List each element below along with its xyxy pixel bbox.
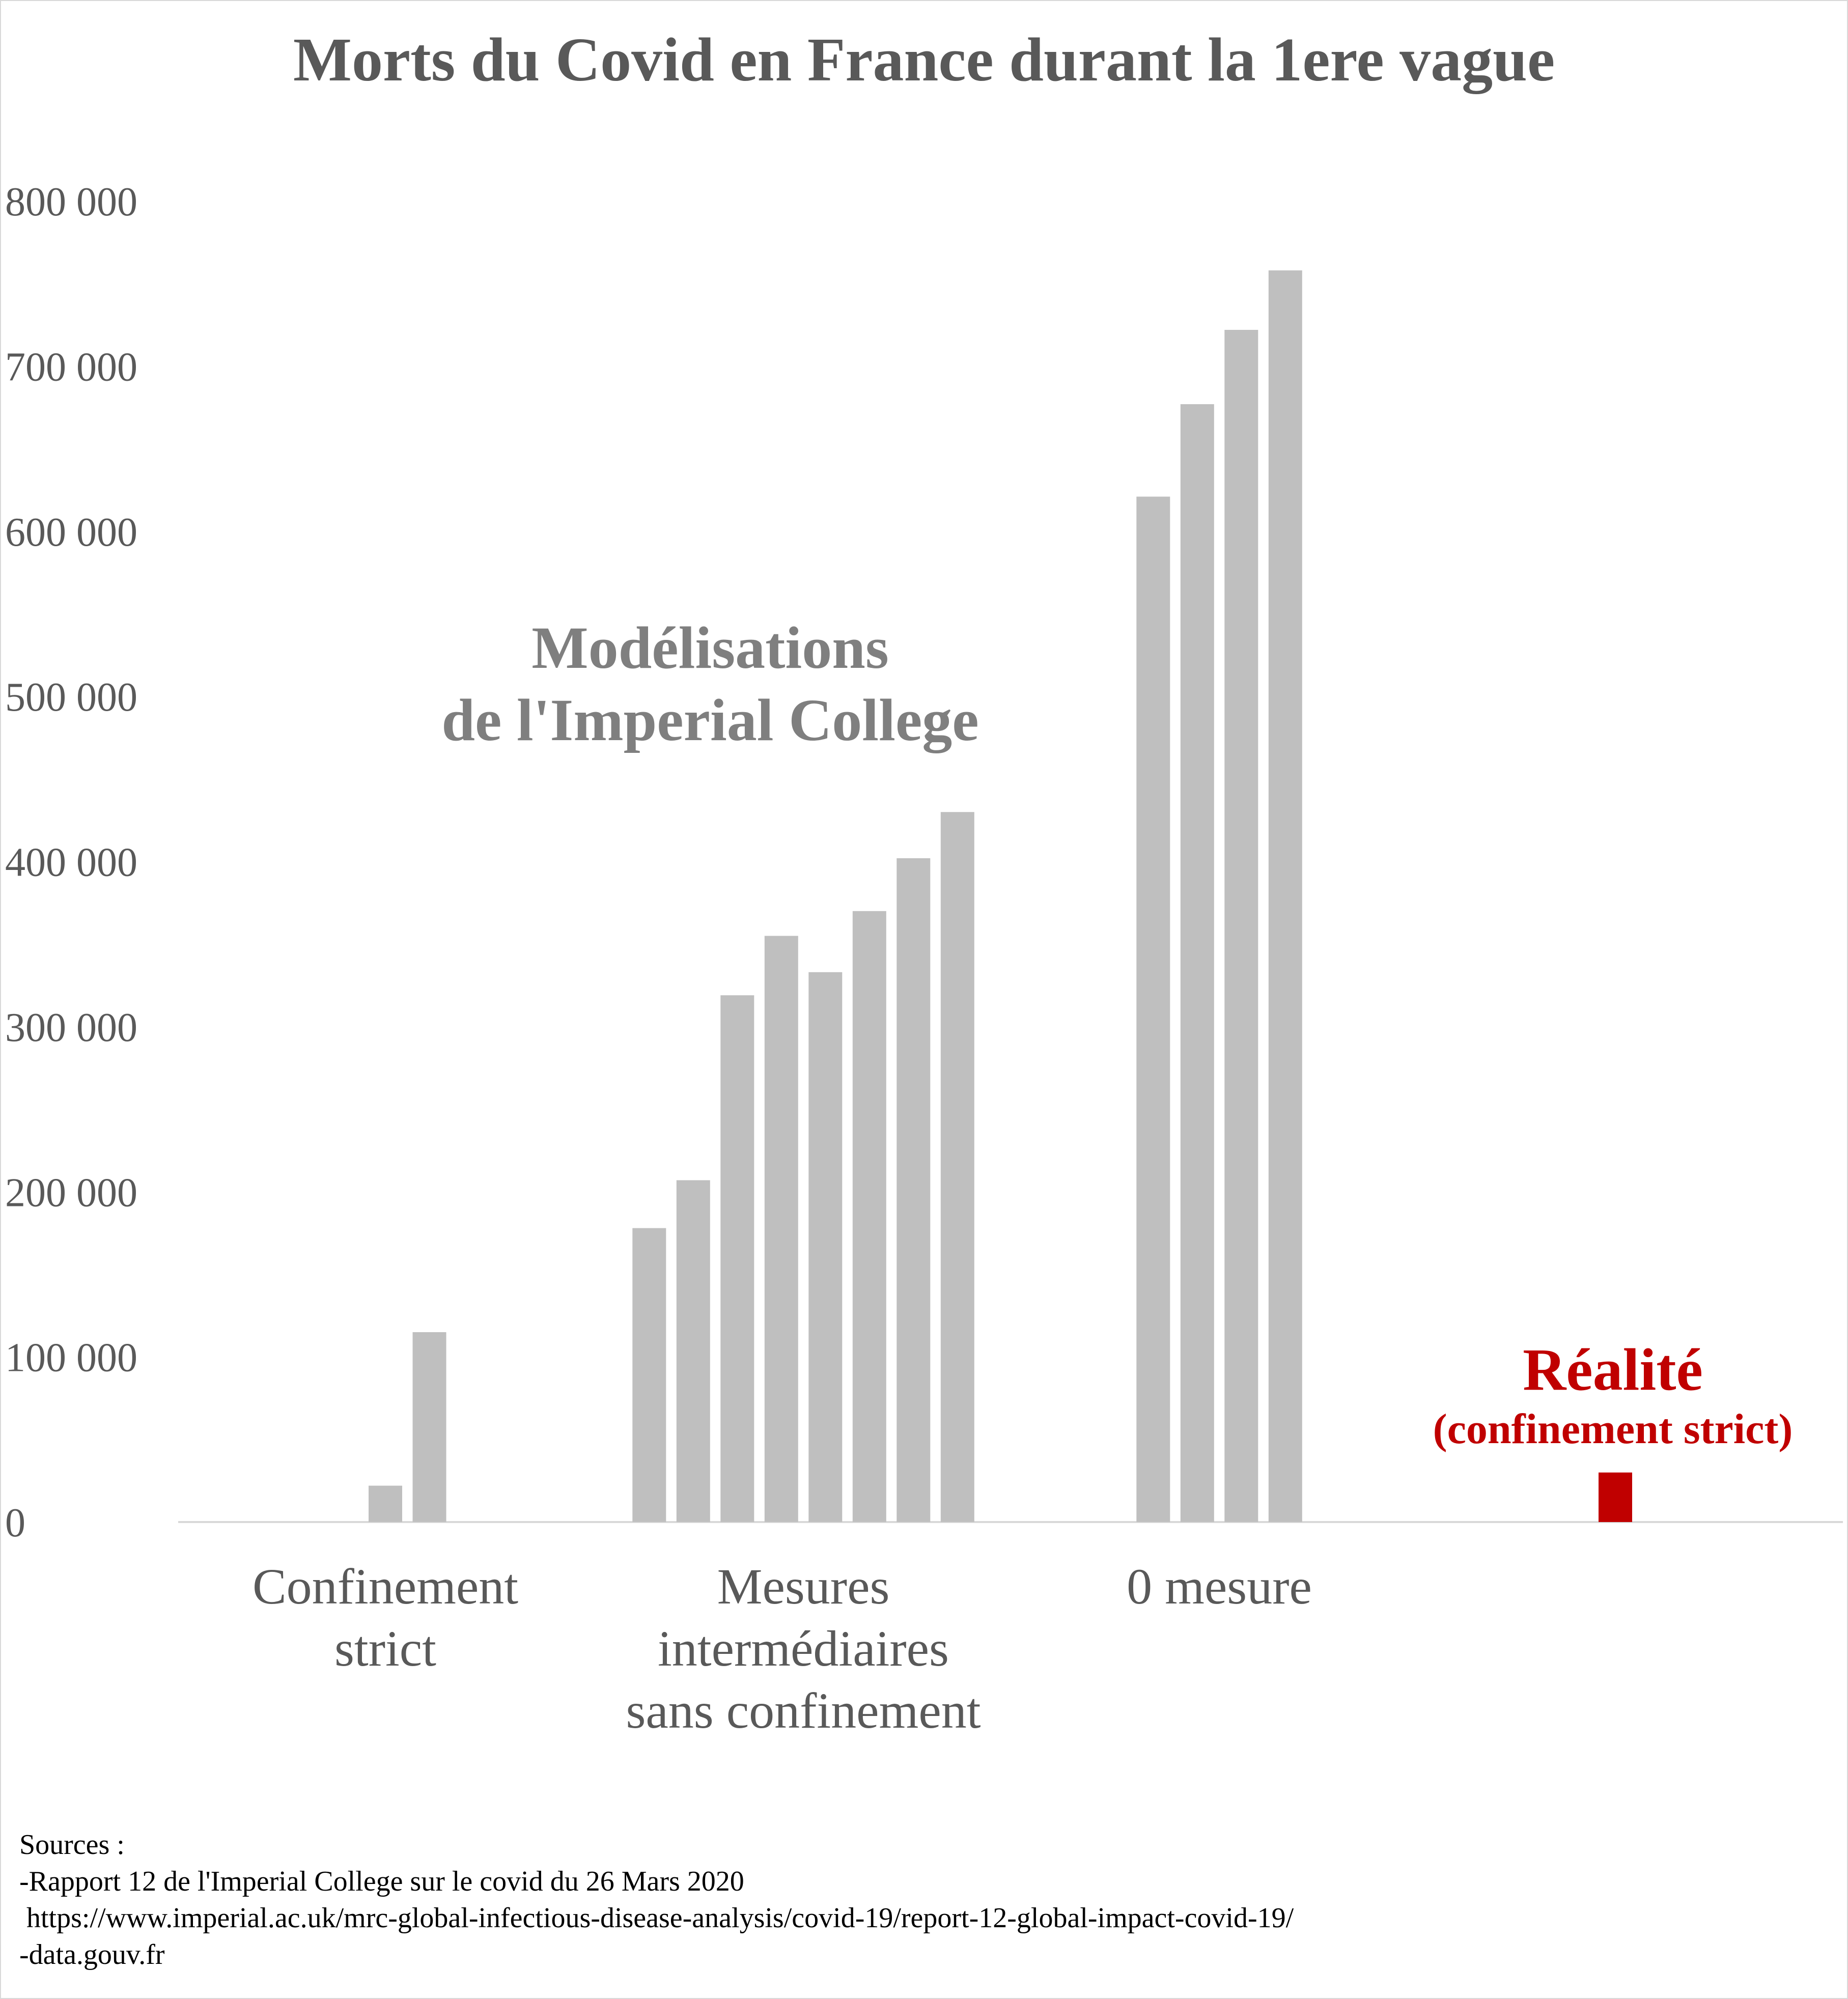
category-label: intermédiaires — [658, 1620, 949, 1677]
annotation-reality-title: Réalité — [1523, 1336, 1703, 1403]
bar-model — [897, 858, 931, 1522]
y-tick-label: 400 000 — [5, 840, 137, 885]
y-tick-label: 200 000 — [5, 1170, 137, 1215]
sources-line-url[interactable]: https://www.imperial.ac.uk/mrc-global-in… — [19, 1902, 1294, 1934]
chart-title: Morts du Covid en France durant la 1ere … — [293, 25, 1555, 94]
sources-line-report: -Rapport 12 de l'Imperial College sur le… — [19, 1866, 744, 1897]
y-tick-label: 300 000 — [5, 1005, 137, 1050]
bar-model — [940, 812, 974, 1522]
bar-model — [764, 936, 798, 1522]
bar-chart: Morts du Covid en France durant la 1ere … — [5, 25, 1843, 1739]
y-tick-label: 500 000 — [5, 675, 137, 720]
bar-model — [1224, 330, 1258, 1522]
category-label: Confinement — [253, 1558, 518, 1615]
y-tick-label: 100 000 — [5, 1336, 137, 1381]
y-tick-label: 0 — [5, 1501, 25, 1545]
bar-model — [720, 995, 754, 1522]
category-label: 0 mesure — [1127, 1558, 1312, 1615]
bar-model — [852, 911, 886, 1522]
bar-model — [808, 972, 843, 1522]
bar-model — [412, 1332, 446, 1522]
annotation-model: Modélisations — [531, 614, 889, 681]
category-label: Mesures — [717, 1558, 890, 1615]
annotation-reality-subtitle: (confinement strict) — [1433, 1405, 1793, 1453]
bar-model — [1268, 270, 1302, 1523]
bar-model — [1136, 496, 1170, 1522]
sources-note: Sources : -Rapport 12 de l'Imperial Coll… — [19, 1826, 1801, 1973]
sources-line-datagouv: -data.gouv.fr — [19, 1939, 165, 1970]
y-axis-ticks: 0 100 000 200 000 300 000 400 000 500 000 600 … — [5, 180, 137, 1545]
y-tick-label: 700 000 — [5, 345, 137, 389]
bar-model — [369, 1485, 402, 1522]
category-label: strict — [334, 1620, 436, 1677]
y-tick-label: 800 000 — [5, 180, 137, 224]
bar-model — [632, 1228, 666, 1522]
bar-reality — [1599, 1472, 1632, 1522]
sources-heading: Sources : — [19, 1829, 125, 1861]
annotation-model: de l'Imperial College — [441, 687, 978, 753]
bar-model — [676, 1180, 710, 1522]
category-label: sans confinement — [626, 1682, 981, 1739]
bar-model — [1180, 404, 1214, 1522]
bars — [369, 270, 1632, 1523]
y-tick-label: 600 000 — [5, 510, 137, 555]
